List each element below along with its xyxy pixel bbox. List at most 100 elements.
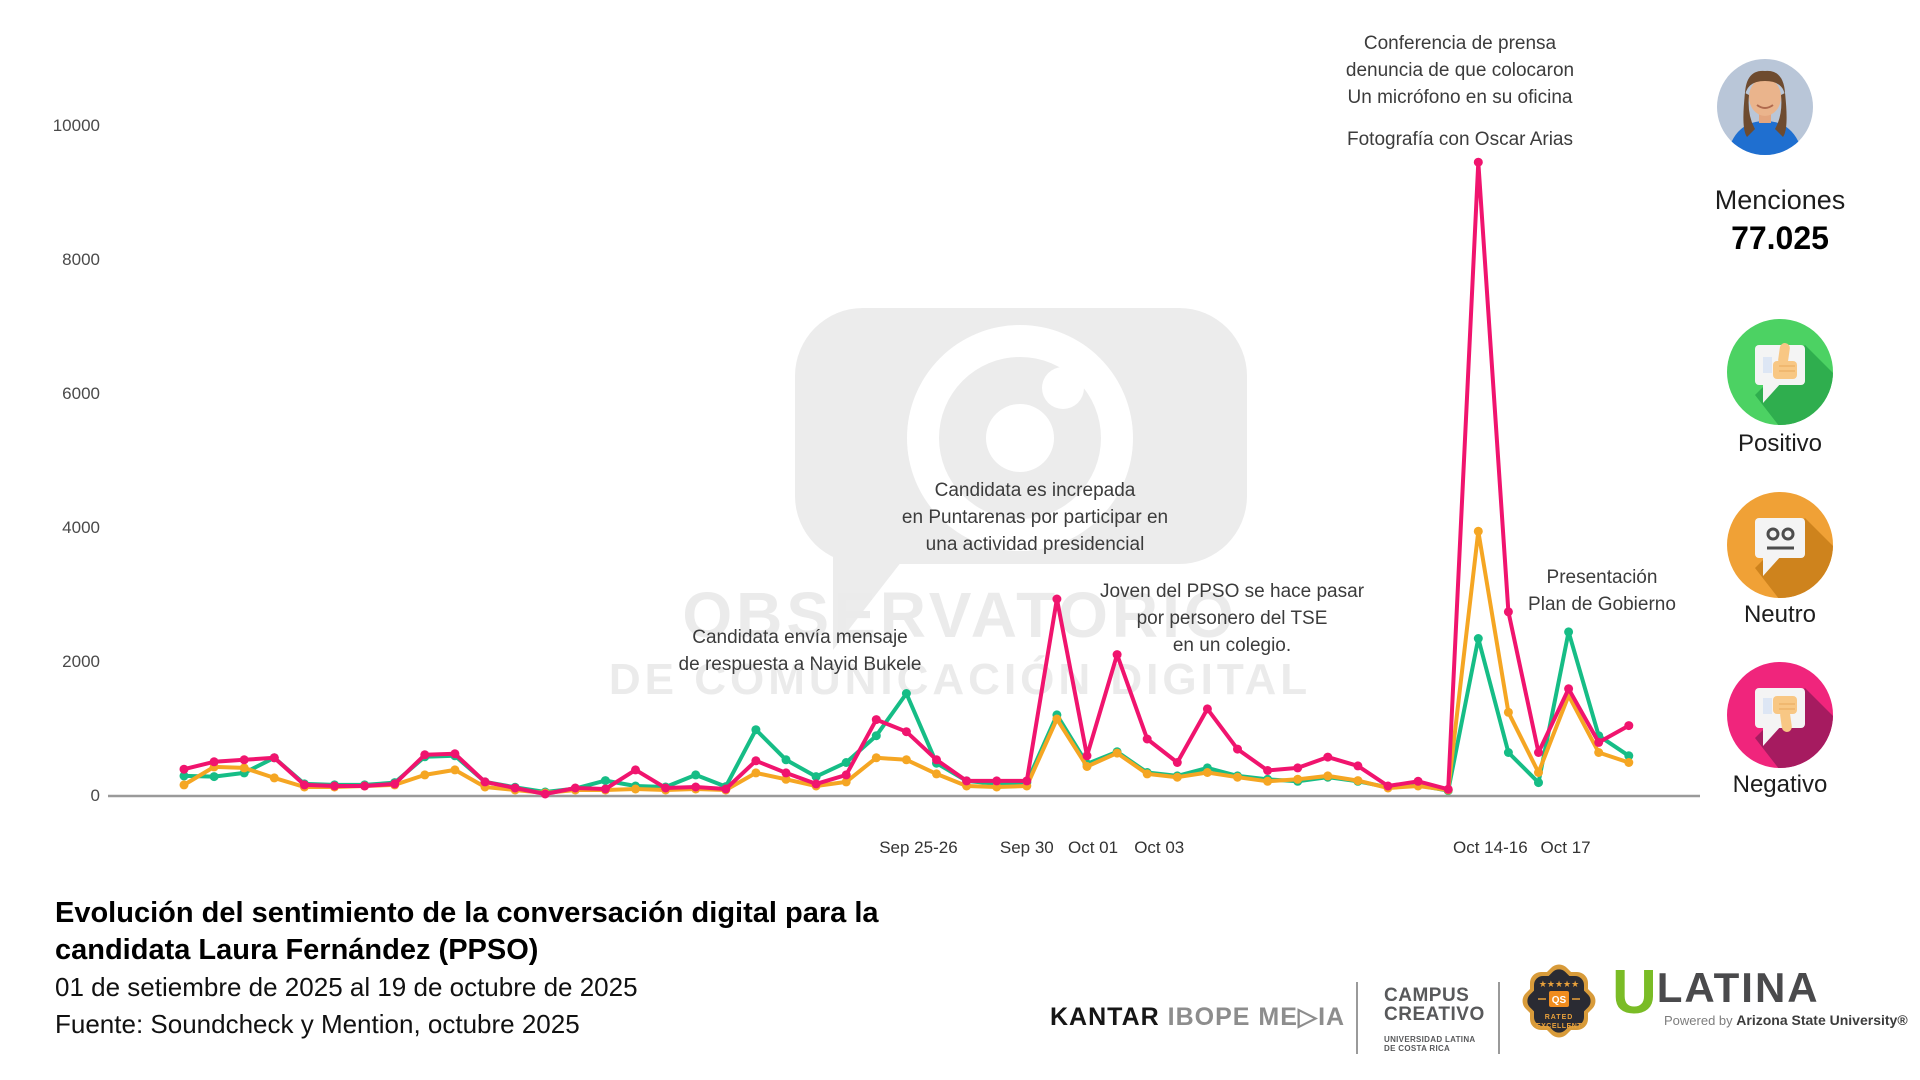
data-point-neutro bbox=[1233, 772, 1242, 782]
data-point-negativo bbox=[510, 783, 520, 793]
data-point-negativo bbox=[1323, 752, 1333, 762]
data-point-neutro bbox=[1473, 526, 1483, 536]
kantar-wordmark: KANTAR bbox=[1050, 1003, 1160, 1031]
data-point-positivo bbox=[209, 772, 219, 782]
chart-title-line1: Evolución del sentimiento de la conversa… bbox=[55, 897, 879, 929]
sentiment-line-chart bbox=[108, 157, 1700, 799]
neutro-icon bbox=[1727, 492, 1833, 603]
data-point-neutro bbox=[1142, 769, 1152, 779]
data-point-neutro bbox=[239, 763, 249, 773]
data-point-neutro bbox=[1082, 762, 1092, 771]
chart-annotation: Joven del PPSO se hace pasar por personer… bbox=[1100, 578, 1364, 659]
neutro-label: Neutro bbox=[1743, 601, 1817, 628]
kantar-ibope-media-logo: KANTAR IBOPE ME▷IA bbox=[1050, 1002, 1345, 1032]
data-point-positivo bbox=[691, 770, 701, 780]
chart-title-line2: candidata Laura Fernández (PPSO) bbox=[55, 934, 539, 966]
data-point-neutro bbox=[450, 765, 460, 775]
menciones-label: Menciones bbox=[1714, 185, 1846, 215]
annotation-line: Joven del PPSO se hace pasar bbox=[1099, 581, 1365, 602]
x-tick-label: Sep 25-26 bbox=[879, 838, 958, 857]
ibope-media-wordmark: IBOPE ME▷IA bbox=[1167, 1003, 1346, 1031]
watermark-text-line2: DE COMUNICACIÓN DIGITAL bbox=[608, 655, 1312, 704]
logo-divider bbox=[1498, 982, 1500, 1054]
data-point-negativo bbox=[841, 770, 851, 780]
annotation-line: en Puntarenas por participar en bbox=[901, 507, 1169, 528]
data-point-negativo bbox=[691, 782, 701, 792]
data-point-negativo bbox=[209, 757, 219, 767]
data-point-neutro bbox=[1353, 776, 1363, 786]
x-tick-label: Sep 30 bbox=[999, 838, 1054, 857]
y-tick-label: 8000 bbox=[62, 250, 100, 269]
data-point-neutro bbox=[1112, 748, 1122, 758]
menciones-value: 77.025 bbox=[1731, 220, 1829, 256]
data-point-negativo bbox=[1052, 594, 1062, 604]
y-tick-label: 4000 bbox=[62, 518, 100, 537]
data-point-negativo bbox=[1503, 607, 1513, 617]
data-point-neutro bbox=[1594, 748, 1604, 757]
data-point-negativo bbox=[932, 755, 941, 765]
chart-annotation: Fotografía con Oscar Arias bbox=[1347, 126, 1573, 153]
chart-date-range: 01 de setiembre de 2025 al 19 de octubre… bbox=[55, 972, 638, 1002]
x-tick-label: Oct 01 bbox=[1067, 838, 1119, 857]
data-point-neutro bbox=[1052, 714, 1062, 724]
data-point-negativo bbox=[420, 750, 430, 760]
annotation-line: Fotografía con Oscar Arias bbox=[1347, 129, 1573, 150]
annotation-line: por personero del TSE bbox=[1136, 608, 1328, 629]
svg-text:RATED: RATED bbox=[1545, 1014, 1574, 1021]
x-tick-label: Oct 14-16 bbox=[1453, 838, 1528, 857]
data-point-negativo bbox=[1202, 704, 1212, 714]
data-point-neutro bbox=[932, 769, 941, 779]
data-point-negativo bbox=[871, 715, 881, 725]
avatar-portrait bbox=[1717, 59, 1813, 155]
svg-text:EXCELLENT: EXCELLENT bbox=[1536, 1023, 1582, 1030]
campus-subline1: UNIVERSIDAD LATINA bbox=[1384, 1035, 1476, 1044]
data-point-negativo bbox=[1473, 157, 1483, 167]
data-point-negativo bbox=[450, 749, 460, 759]
data-point-neutro bbox=[1202, 768, 1212, 777]
annotation-line: Un micrófono en su oficina bbox=[1347, 87, 1573, 108]
data-point-negativo bbox=[781, 768, 791, 778]
data-point-negativo bbox=[1172, 758, 1182, 767]
data-point-neutro bbox=[179, 780, 189, 790]
annotation-line: Plan de Gobierno bbox=[1528, 594, 1676, 615]
data-point-negativo bbox=[1594, 737, 1604, 747]
data-point-negativo bbox=[661, 783, 671, 793]
watermark-text-line1: OBSERVATORIO bbox=[682, 579, 1238, 651]
y-tick-label: 2000 bbox=[62, 652, 100, 671]
data-point-negativo bbox=[901, 727, 911, 737]
data-point-negativo bbox=[1443, 784, 1453, 794]
data-point-neutro bbox=[1263, 776, 1273, 786]
annotation-line: Presentación bbox=[1546, 567, 1658, 588]
data-point-negativo bbox=[1353, 761, 1363, 771]
data-point-negativo bbox=[269, 753, 279, 763]
data-point-negativo bbox=[299, 780, 309, 790]
data-point-positivo bbox=[179, 771, 189, 781]
data-point-positivo bbox=[1624, 751, 1634, 761]
data-point-positivo bbox=[600, 776, 610, 786]
annotation-line: Candidata envía mensaje bbox=[692, 627, 908, 648]
data-point-neutro bbox=[1624, 758, 1634, 767]
ulatina-u-mark: U bbox=[1612, 958, 1657, 1027]
chart-annotation: Candidata es increpada en Puntarenas por … bbox=[902, 477, 1168, 558]
qs-rated-excellent-badge: ★★★★★ QS RATED EXCELLENT bbox=[1522, 961, 1596, 1046]
data-point-negativo bbox=[1383, 781, 1393, 791]
data-point-negativo bbox=[600, 784, 610, 794]
data-point-positivo bbox=[1564, 627, 1574, 637]
data-point-negativo bbox=[1112, 650, 1122, 660]
campus-subline2: DE COSTA RICA bbox=[1384, 1044, 1451, 1053]
data-point-negativo bbox=[1534, 748, 1543, 757]
data-point-negativo bbox=[1082, 751, 1092, 761]
y-tick-label: 6000 bbox=[62, 384, 100, 403]
data-point-positivo bbox=[1503, 748, 1513, 757]
data-point-neutro bbox=[1172, 772, 1182, 782]
data-point-neutro bbox=[1293, 774, 1303, 784]
x-tick-label: Oct 03 bbox=[1134, 838, 1185, 857]
chart-annotation: Conferencia de prensa denuncia de que col… bbox=[1346, 30, 1574, 111]
data-point-negativo bbox=[1624, 721, 1634, 731]
data-point-negativo bbox=[631, 765, 640, 775]
data-point-negativo bbox=[1293, 763, 1303, 773]
positivo-label: Positivo bbox=[1737, 430, 1823, 457]
